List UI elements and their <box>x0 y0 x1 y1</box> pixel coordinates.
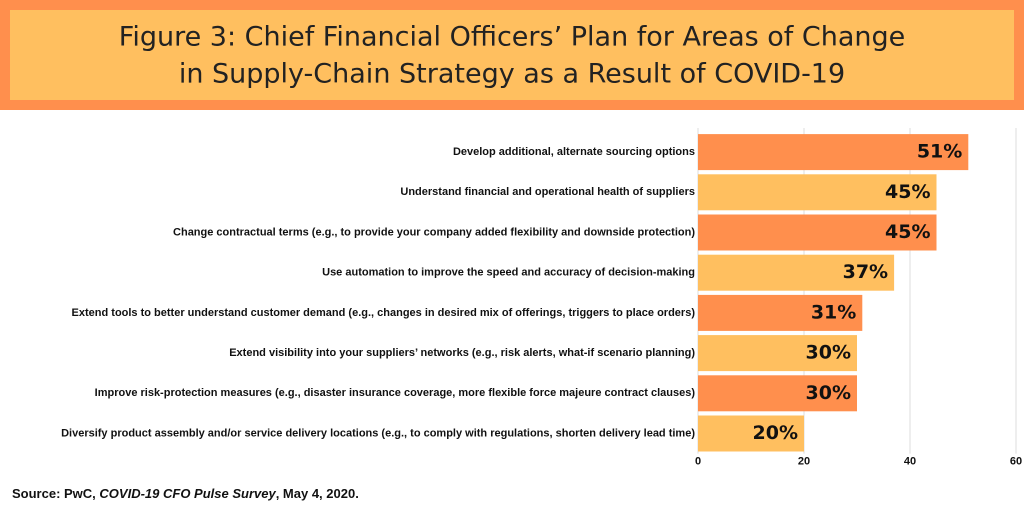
value-label: 30% <box>806 342 851 364</box>
value-label: 37% <box>843 261 888 283</box>
category-label: Diversify product assembly and/or servic… <box>61 427 695 439</box>
category-label: Understand financial and operational hea… <box>400 186 695 198</box>
title-line: Figure 3: Chief Financial Officers’ Plan… <box>119 22 906 53</box>
x-tick-label: 20 <box>798 456 810 468</box>
source-text: , May 4, 2020. <box>276 486 359 501</box>
bar <box>698 335 857 372</box>
bar <box>698 415 804 452</box>
category-label: Develop additional, alternate sourcing o… <box>453 146 695 158</box>
source-text: Source: PwC, <box>12 486 99 501</box>
value-label: 20% <box>753 422 798 444</box>
bar <box>698 375 857 412</box>
bar <box>698 214 937 251</box>
source: Source: PwC, COVID-19 CFO Pulse Survey, … <box>12 486 359 501</box>
bar <box>698 174 937 211</box>
value-label: 30% <box>806 382 851 404</box>
value-label: 45% <box>885 181 930 203</box>
category-label: Extend tools to better understand custom… <box>72 307 696 319</box>
value-label: 51% <box>917 141 962 163</box>
bar <box>698 134 969 171</box>
value-label: 31% <box>811 301 856 323</box>
x-tick-label: 60 <box>1010 456 1022 468</box>
category-label: Change contractual terms (e.g., to provi… <box>173 226 695 238</box>
title-line: in Supply-Chain Strategy as a Result of … <box>179 59 845 90</box>
bar <box>698 294 863 331</box>
x-tick-label: 0 <box>695 456 701 468</box>
category-label: Improve risk-protection measures (e.g., … <box>95 387 696 399</box>
bar <box>698 254 895 291</box>
x-tick-label: 40 <box>904 456 916 468</box>
category-label: Extend visibility into your suppliers’ n… <box>229 347 695 359</box>
title-box <box>10 10 1014 100</box>
category-label: Use automation to improve the speed and … <box>322 267 695 279</box>
value-label: 45% <box>885 221 930 243</box>
source-title: COVID-19 CFO Pulse Survey <box>99 486 276 501</box>
